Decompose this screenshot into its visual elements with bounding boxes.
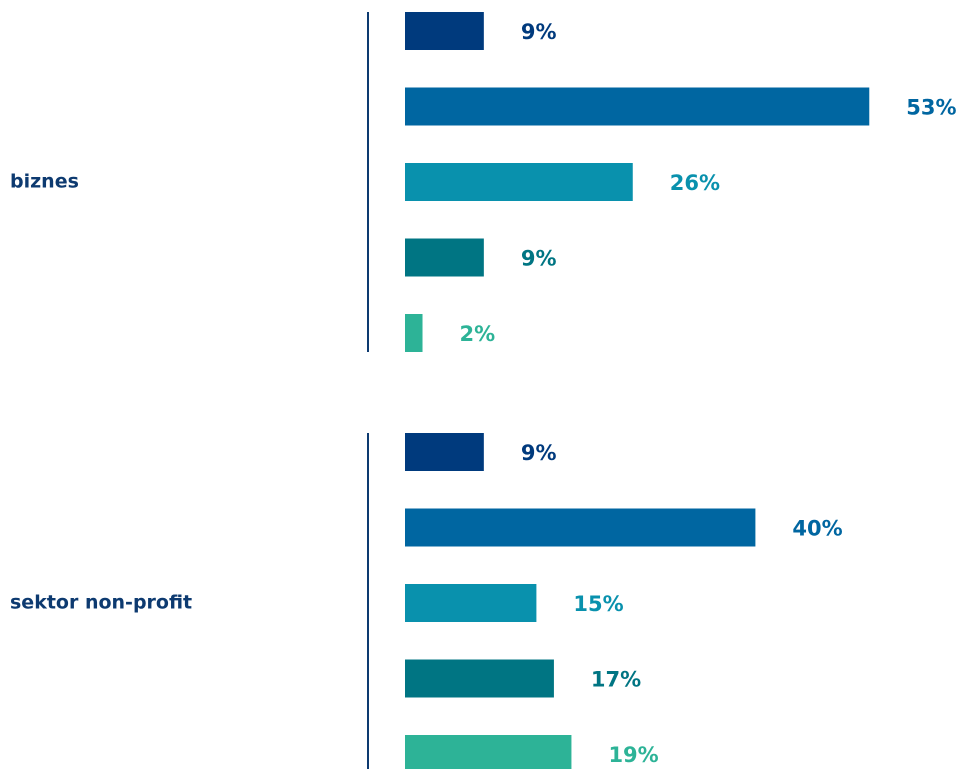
value-label: 15% [573,592,623,616]
bar [405,659,554,698]
value-label: 2% [460,322,496,346]
category-label: sektor non-profit [10,592,192,614]
value-label: 9% [521,20,557,44]
bar [405,508,756,547]
bar [405,238,484,277]
bar [405,314,423,352]
bar [405,433,484,471]
value-label: 19% [608,743,658,767]
bar [405,12,484,50]
value-label: 9% [521,441,557,465]
value-label: 40% [792,517,842,541]
bar [405,584,537,622]
bar [405,163,633,201]
value-label: 17% [591,668,641,692]
category-label: biznes [10,171,79,193]
value-label: 26% [670,171,720,195]
value-label: 53% [906,96,956,120]
bar [405,87,870,126]
bar [405,735,572,769]
value-label: 9% [521,247,557,271]
